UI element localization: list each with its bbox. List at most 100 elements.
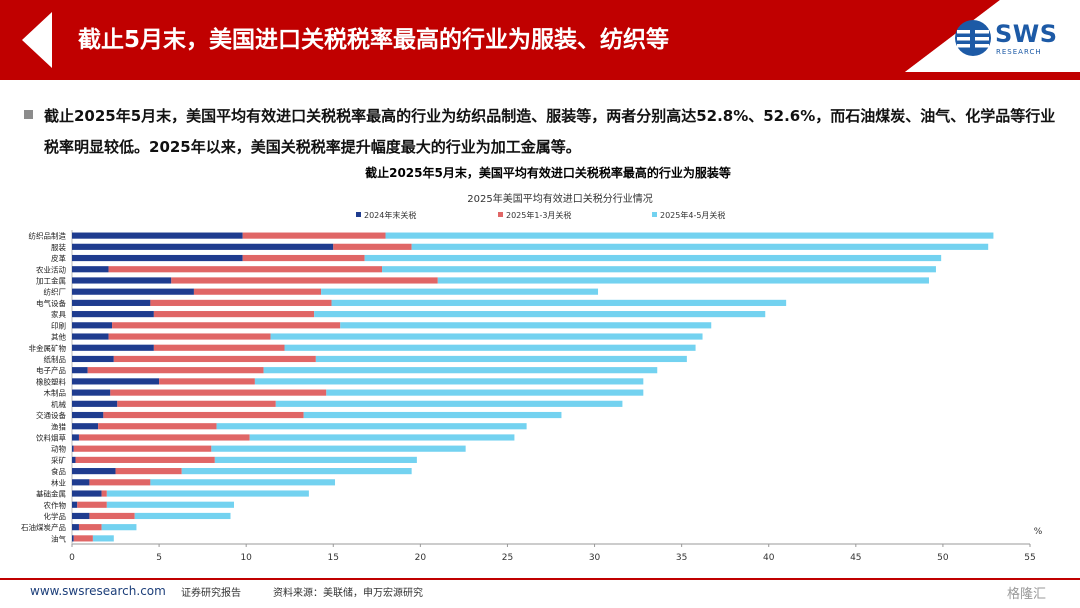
bar-0-10 <box>72 344 154 351</box>
bar-2-6 <box>331 299 787 306</box>
legend-swatch-0 <box>356 212 361 217</box>
category-label-11: 纸制品 <box>44 354 67 364</box>
summary-text: 截止2025年5月末，美国平均有效进口关税税率最高的行业为纺织品制造、服装等，两… <box>44 107 1056 156</box>
logo-globe-icon <box>955 20 991 56</box>
x-tick-label-0: 0 <box>69 553 75 563</box>
bar-0-20 <box>72 456 76 463</box>
category-label-2: 皮革 <box>51 253 66 263</box>
bar-0-7 <box>72 311 154 318</box>
category-label-23: 基础金属 <box>36 489 66 499</box>
bar-0-15 <box>72 400 118 407</box>
bar-1-17 <box>98 423 217 430</box>
bar-2-24 <box>106 501 234 508</box>
legend-label-0: 2024年末关税 <box>364 210 416 220</box>
bar-1-12 <box>87 367 264 374</box>
bar-0-21 <box>72 468 116 475</box>
category-label-27: 油气 <box>51 533 66 543</box>
bar-0-27 <box>72 535 74 542</box>
category-label-17: 渔猎 <box>51 421 66 431</box>
bar-1-5 <box>193 288 322 295</box>
bar-2-16 <box>303 411 562 419</box>
bar-0-25 <box>72 512 90 520</box>
bar-1-19 <box>73 445 212 452</box>
category-label-18: 饮料烟草 <box>36 432 66 442</box>
bar-2-27 <box>92 535 114 542</box>
category-label-6: 电气设备 <box>36 298 66 308</box>
category-label-9: 其他 <box>51 332 66 342</box>
category-label-10: 非金属矿物 <box>29 343 67 353</box>
bar-2-25 <box>134 512 231 520</box>
bar-1-13 <box>159 378 255 385</box>
footer-report-type: 证券研究报告 <box>181 588 241 599</box>
bar-0-0 <box>72 232 243 239</box>
category-label-24: 农作物 <box>44 500 67 510</box>
bar-1-1 <box>333 243 412 250</box>
category-label-12: 电子产品 <box>36 365 66 375</box>
bar-0-24 <box>72 501 78 508</box>
bar-1-23 <box>101 490 107 497</box>
footer-watermark: 格隆汇 <box>1007 587 1047 602</box>
bar-1-26 <box>78 524 102 531</box>
bar-0-26 <box>72 524 79 531</box>
bar-2-22 <box>150 479 336 486</box>
bar-2-19 <box>211 445 466 452</box>
sws-logo: SWS RESEARCH <box>953 18 1063 58</box>
bar-1-9 <box>108 333 271 340</box>
bar-2-17 <box>216 423 527 430</box>
bar-0-14 <box>72 389 111 396</box>
header-red-banner <box>0 0 1080 80</box>
footer-source: 资料来源：美联储，申万宏源研究 <box>273 588 423 599</box>
category-label-13: 橡胶塑料 <box>36 376 66 386</box>
x-tick-label-6: 30 <box>589 553 601 563</box>
bar-2-26 <box>101 524 137 531</box>
bar-1-10 <box>153 344 285 351</box>
bullet-square-icon <box>24 110 33 119</box>
bar-1-25 <box>89 512 135 520</box>
x-tick-label-5: 25 <box>502 553 513 563</box>
x-tick-label-10: 50 <box>937 553 949 563</box>
legend-label-2: 2025年4-5月关税 <box>660 210 725 220</box>
bar-2-23 <box>106 490 309 497</box>
bar-0-8 <box>72 322 113 329</box>
category-label-15: 机械 <box>51 399 66 409</box>
bar-0-6 <box>72 299 151 306</box>
bar-2-9 <box>270 333 703 340</box>
header-bar: 截止5月末，美国进口关税税率最高的行业为服装、纺织等 SWS RESEARCH <box>0 0 1080 80</box>
bar-2-8 <box>340 322 712 329</box>
bar-2-0 <box>385 232 994 239</box>
category-label-19: 动物 <box>51 444 66 454</box>
stacked-bar-chart: 截止2025年5月末，美国平均有效进口关税税率最高的行业为服装等 2025年美国平… <box>21 165 1043 563</box>
bar-2-2 <box>364 254 942 262</box>
footer-website-link[interactable]: www.swsresearch.com <box>30 584 166 598</box>
bar-0-9 <box>72 333 109 340</box>
logo-subtext: RESEARCH <box>996 48 1042 56</box>
bar-2-21 <box>181 468 412 475</box>
legend-swatch-2 <box>652 212 657 217</box>
bar-2-4 <box>437 277 929 284</box>
category-label-7: 家具 <box>51 309 66 319</box>
bar-2-15 <box>275 400 623 407</box>
bar-2-14 <box>326 389 644 396</box>
bar-1-3 <box>108 266 383 273</box>
bar-1-24 <box>77 501 107 508</box>
category-label-26: 石油煤炭产品 <box>21 522 66 532</box>
bar-1-15 <box>117 400 276 407</box>
chart-subtitle: 2025年美国平均有效进口关税分行业情况 <box>467 192 652 205</box>
x-axis-unit: % <box>1034 527 1043 537</box>
bar-0-18 <box>72 434 79 441</box>
bar-1-20 <box>75 456 215 463</box>
bar-1-22 <box>89 479 151 486</box>
bar-2-3 <box>382 266 936 273</box>
bar-1-27 <box>73 535 93 542</box>
bar-1-14 <box>110 389 327 396</box>
bar-0-13 <box>72 378 160 385</box>
footer-divider <box>0 578 1080 580</box>
bar-0-12 <box>72 367 88 374</box>
category-label-20: 采矿 <box>51 455 66 465</box>
category-label-21: 食品 <box>51 466 66 476</box>
bar-2-5 <box>321 288 599 295</box>
category-label-0: 纺织品制造 <box>29 231 67 241</box>
bar-0-17 <box>72 423 99 430</box>
category-label-5: 纺织厂 <box>44 287 67 297</box>
bar-1-6 <box>150 299 332 306</box>
